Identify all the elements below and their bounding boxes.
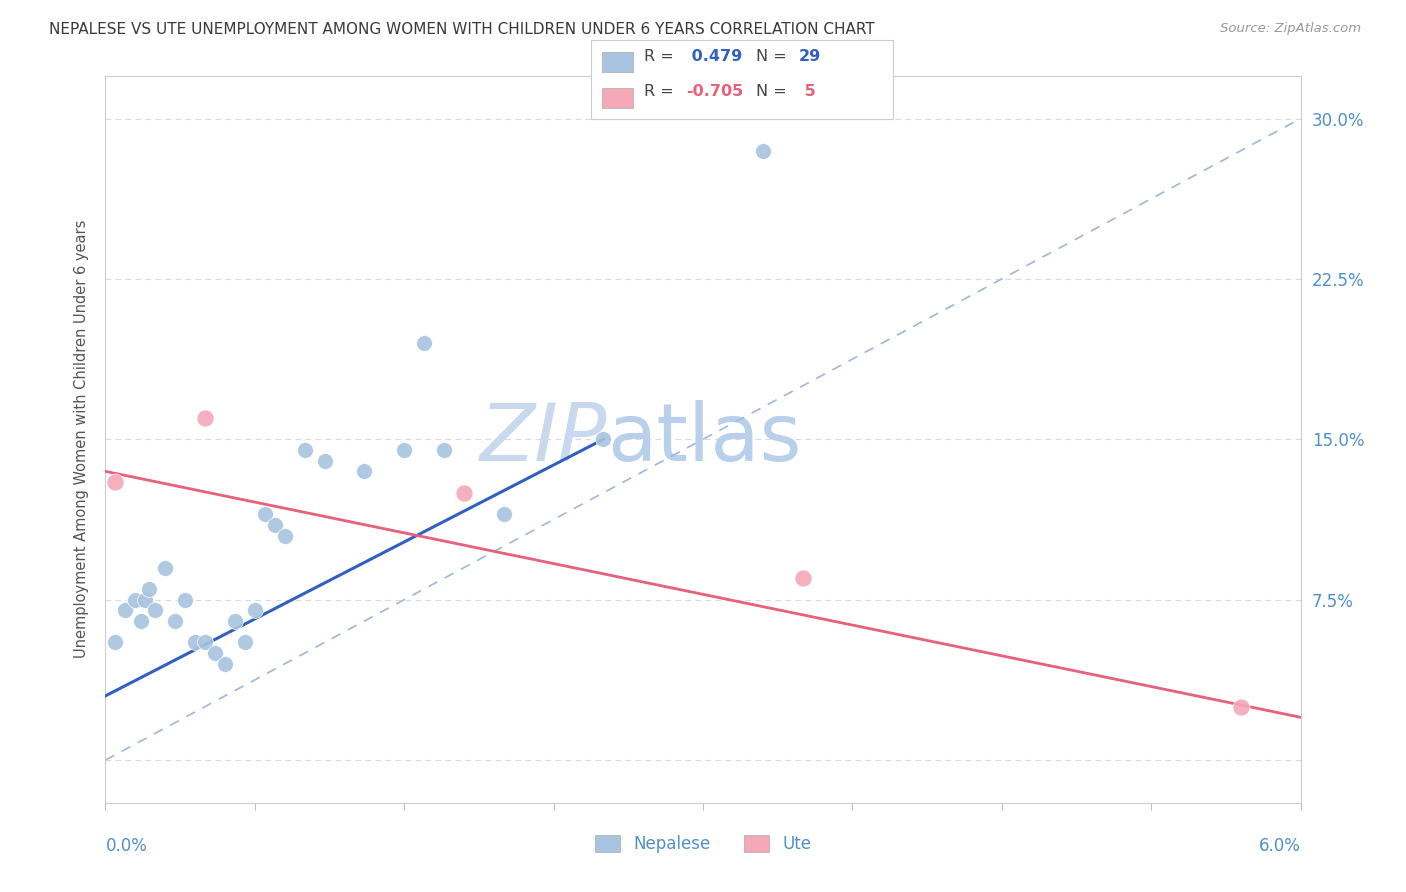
- Text: R =: R =: [644, 49, 679, 63]
- Point: [174, 592, 197, 607]
- Point: [253, 507, 276, 521]
- Point: [433, 442, 456, 457]
- Text: ZIP: ZIP: [479, 401, 607, 478]
- Point: [233, 635, 256, 649]
- Point: [165, 614, 187, 628]
- Point: [194, 411, 217, 425]
- Point: [204, 646, 226, 660]
- Point: [184, 635, 207, 649]
- Text: 5: 5: [799, 85, 815, 99]
- Legend: Nepalese, Ute: Nepalese, Ute: [588, 829, 818, 860]
- Text: Source: ZipAtlas.com: Source: ZipAtlas.com: [1220, 22, 1361, 36]
- Point: [314, 453, 336, 467]
- Point: [592, 432, 614, 446]
- Point: [294, 442, 316, 457]
- Point: [194, 635, 217, 649]
- Point: [263, 517, 285, 532]
- Point: [104, 475, 127, 489]
- Point: [243, 603, 266, 617]
- Text: N =: N =: [756, 85, 793, 99]
- Point: [138, 582, 160, 596]
- Point: [224, 614, 246, 628]
- Point: [413, 336, 436, 351]
- Point: [104, 635, 127, 649]
- Text: NEPALESE VS UTE UNEMPLOYMENT AMONG WOMEN WITH CHILDREN UNDER 6 YEARS CORRELATION: NEPALESE VS UTE UNEMPLOYMENT AMONG WOMEN…: [49, 22, 875, 37]
- Point: [453, 485, 475, 500]
- Y-axis label: Unemployment Among Women with Children Under 6 years: Unemployment Among Women with Children U…: [75, 220, 90, 658]
- Text: 0.479: 0.479: [686, 49, 742, 63]
- Point: [273, 528, 295, 542]
- Text: 29: 29: [799, 49, 821, 63]
- Point: [353, 464, 375, 478]
- Text: 6.0%: 6.0%: [1258, 837, 1301, 855]
- Point: [114, 603, 136, 617]
- Text: 0.0%: 0.0%: [105, 837, 148, 855]
- Text: R =: R =: [644, 85, 679, 99]
- Point: [1229, 699, 1251, 714]
- Text: atlas: atlas: [607, 401, 801, 478]
- Text: N =: N =: [756, 49, 793, 63]
- Point: [134, 592, 156, 607]
- Point: [129, 614, 153, 628]
- Point: [143, 603, 166, 617]
- Text: -0.705: -0.705: [686, 85, 744, 99]
- Point: [751, 144, 773, 158]
- Point: [153, 560, 177, 574]
- Point: [392, 442, 416, 457]
- Point: [124, 592, 146, 607]
- Point: [492, 507, 515, 521]
- Point: [214, 657, 236, 671]
- Point: [792, 571, 814, 585]
